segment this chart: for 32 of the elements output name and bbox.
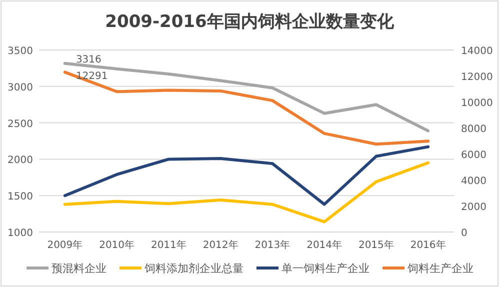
chart-title: 2009-2016年国内饲料企业数量变化 bbox=[105, 12, 395, 32]
y-tick-label: 2000 bbox=[8, 155, 33, 166]
line-series bbox=[63, 70, 430, 146]
data-label: 3316 bbox=[76, 54, 102, 66]
y-tick-label: 1500 bbox=[8, 192, 33, 203]
x-tick-label: 2011年 bbox=[150, 239, 186, 251]
legend-label: 预混料企业 bbox=[52, 262, 106, 275]
x-tick-label: 2009年 bbox=[47, 239, 83, 251]
y-tick-label: 2500 bbox=[8, 118, 33, 130]
y2-tick-label: 2000 bbox=[461, 202, 486, 213]
y-tick-label: 3000 bbox=[8, 82, 33, 94]
line-series bbox=[63, 62, 430, 132]
x-tick-label: 2010年 bbox=[99, 239, 135, 251]
line-series bbox=[63, 161, 430, 224]
x-tick-label: 2013年 bbox=[254, 239, 290, 251]
y2-tick-label: 4000 bbox=[461, 176, 486, 187]
y2-tick-label: 14000 bbox=[461, 46, 493, 57]
y2-tick-label: 6000 bbox=[461, 150, 486, 161]
y2-tick-label: 0 bbox=[461, 228, 468, 239]
x-tick-label: 2016年 bbox=[410, 239, 446, 251]
legend-label: 饲料添加剂企业总量 bbox=[144, 262, 244, 275]
legend-label: 饲料生产企业 bbox=[406, 262, 474, 275]
legend-label: 单一饲料生产企业 bbox=[282, 262, 370, 275]
y-tick-label: 3500 bbox=[8, 46, 33, 57]
line-series bbox=[63, 145, 430, 206]
y2-tick-label: 12000 bbox=[461, 72, 493, 83]
x-tick-label: 2014年 bbox=[306, 239, 342, 251]
y2-tick-label: 10000 bbox=[461, 98, 493, 109]
y2-tick-label: 8000 bbox=[461, 124, 486, 135]
x-tick-label: 2015年 bbox=[358, 239, 394, 251]
x-tick-label: 2012年 bbox=[202, 239, 238, 251]
y-tick-label: 1000 bbox=[8, 228, 33, 239]
